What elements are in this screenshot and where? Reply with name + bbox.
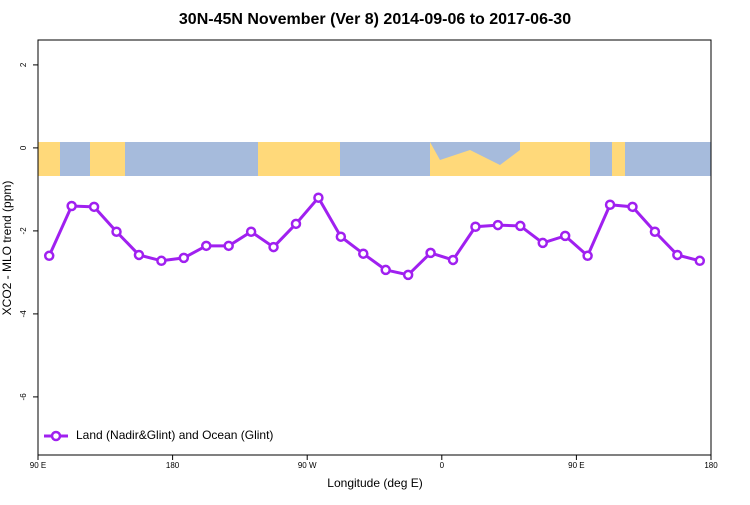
y-tick-label: -6 — [19, 393, 28, 401]
series-line — [47, 195, 701, 277]
point — [178, 252, 190, 264]
point — [358, 248, 369, 259]
x-tick-label: 90 E — [30, 461, 46, 470]
x-tick-label: 90 W — [298, 461, 317, 470]
point — [649, 226, 661, 237]
x-tick-label: 0 — [440, 461, 445, 470]
point — [133, 249, 145, 261]
legend-marker — [50, 430, 62, 442]
point — [201, 240, 212, 252]
point — [627, 201, 638, 213]
point — [470, 221, 481, 232]
point — [604, 199, 616, 211]
point — [313, 192, 324, 203]
point — [66, 200, 77, 212]
plot-frame — [37, 39, 712, 456]
point — [223, 240, 234, 252]
y-tick-label: -2 — [19, 227, 28, 235]
y-tick-label: 2 — [19, 62, 28, 67]
x-tick-label: 180 — [166, 461, 180, 470]
point — [447, 254, 459, 266]
point — [694, 255, 706, 267]
point — [582, 250, 593, 262]
point — [537, 237, 548, 249]
x-axis-label: Longitude (deg E) — [327, 476, 422, 490]
point — [268, 241, 279, 253]
legend-label: Land (Nadir&Glint) and Ocean (Glint) — [76, 428, 273, 442]
point — [559, 230, 571, 242]
point — [335, 231, 347, 242]
x-tick-label: 180 — [704, 461, 718, 470]
x-tick-label: 90 E — [568, 461, 584, 470]
point — [156, 255, 167, 267]
map-strip — [38, 142, 711, 176]
chart-title: 30N-45N November (Ver 8) 2014-09-06 to 2… — [179, 11, 571, 28]
y-axis-label: XCO2 - MLO trend (ppm) — [0, 181, 14, 316]
point — [290, 218, 302, 230]
y-tick-label: 0 — [19, 145, 28, 150]
point — [111, 226, 122, 237]
y-tick-label: -4 — [19, 310, 28, 318]
point — [425, 247, 436, 259]
point — [43, 250, 55, 262]
point — [245, 226, 257, 237]
point — [492, 219, 504, 231]
point — [402, 269, 414, 281]
point — [515, 220, 526, 232]
point — [380, 264, 391, 276]
point — [672, 249, 683, 261]
point — [88, 201, 100, 213]
